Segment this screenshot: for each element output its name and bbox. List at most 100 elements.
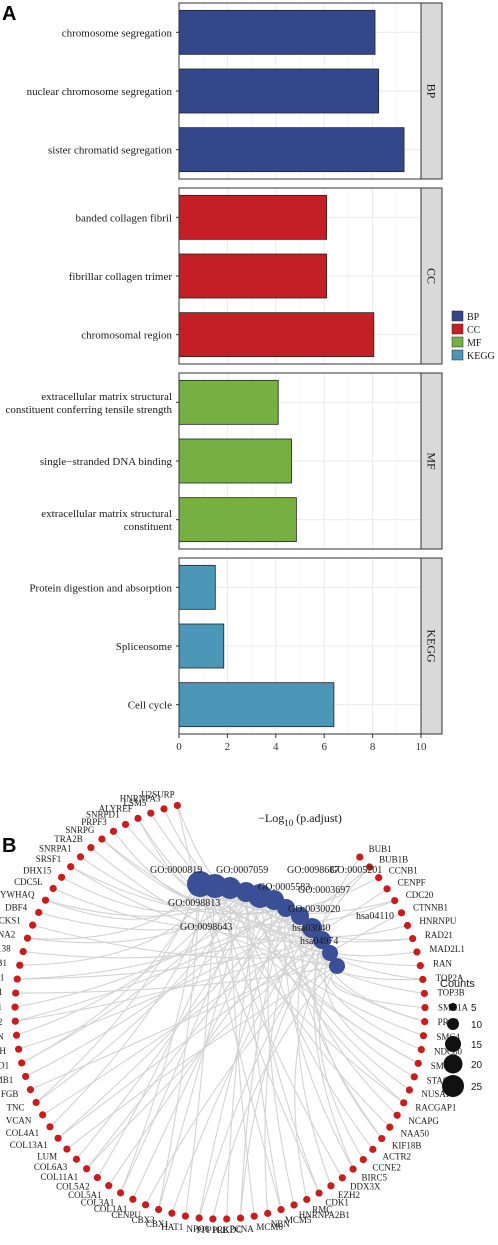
gene-node: [303, 1195, 311, 1204]
network-edge: [45, 883, 201, 920]
gene-label: NUCKS1: [0, 916, 21, 926]
gene-node: [223, 1215, 231, 1223]
gene-label: NCAPG: [408, 1116, 439, 1126]
network-edge: [294, 952, 331, 1200]
network-edge: [96, 887, 231, 1178]
gene-label: BUB1: [369, 844, 392, 854]
panel-a-letter: A: [2, 3, 16, 25]
bar-label-line: nuclear chromosome segregation: [27, 86, 173, 98]
bar-cc-2: [178, 312, 375, 358]
counts-legend-label: 25: [471, 1082, 483, 1093]
gene-label: SMC2: [431, 1061, 455, 1071]
legend-label-cc: CC: [467, 325, 481, 336]
bar-label: nuclear chromosome segregation: [27, 86, 173, 98]
gene-label: BIRC5: [362, 1172, 388, 1182]
gene-label: U2SURP: [141, 790, 175, 800]
network-edge: [42, 927, 313, 1116]
facet-strip: [420, 2, 443, 180]
bar-label-line: sister chromatid segregation: [48, 145, 173, 157]
facet-strip: [420, 187, 443, 365]
bar-bp-1: [178, 68, 380, 114]
gene-label: CCNB1: [389, 866, 418, 876]
gene-node: [356, 853, 364, 861]
gene-node: [409, 934, 417, 943]
gene-node: [16, 961, 24, 969]
gene-label: TOP3B: [437, 988, 464, 998]
gene-label: POSTN: [0, 1032, 4, 1042]
gene-node: [359, 1155, 367, 1164]
gene-label: NUSAP1: [421, 1089, 455, 1099]
gene-node: [338, 1174, 346, 1182]
term-node: [313, 931, 331, 949]
gene-label: EZH2: [338, 1190, 360, 1200]
gene-label: ACTR2: [383, 1152, 412, 1162]
gene-node: [12, 1031, 21, 1039]
x-tick-label: 6: [321, 741, 327, 753]
gene-label: COL5A2: [56, 1181, 90, 1191]
x-axis: 0 2 4 6 8 10: [176, 734, 427, 753]
term-nodes: GO:0000819 GO:0007059 GO:0098687GO:0005201…: [150, 865, 394, 974]
gene-node: [41, 896, 50, 904]
bar-chart-panel: chromosome segregation nuclear chromosome…: [6, 2, 443, 753]
gene-label: SNRPA1: [39, 844, 72, 854]
gene-label: MCM6: [256, 1222, 283, 1232]
term-label: GO:0003697: [298, 885, 350, 896]
network-edge: [86, 907, 287, 1170]
gene-label: CDC5L: [14, 877, 43, 887]
gene-node: [49, 884, 57, 893]
bar-cc-0: [178, 194, 328, 240]
gene-node: [400, 1099, 408, 1107]
gene-label: HNRNPA3: [120, 793, 161, 803]
bar-label-line: constituent conferring tensile strength: [6, 404, 173, 416]
gene-node: [209, 1215, 217, 1223]
gene-node: [32, 1098, 40, 1107]
network-edge: [199, 883, 405, 1104]
facet-mf: extracellular matrix structural constitue…: [6, 372, 443, 550]
bar-bp-2: [178, 127, 405, 173]
network-edge: [27, 883, 201, 940]
network-edge: [239, 907, 287, 1219]
term-node: [329, 958, 345, 974]
gene-label: COL3A1: [81, 1197, 115, 1207]
gene-node: [121, 820, 130, 829]
gene-node: [349, 1165, 357, 1173]
legend-key-bp: [451, 310, 464, 322]
x-tick-label: 8: [370, 741, 376, 753]
gene-label: PRPF3: [81, 817, 107, 827]
network-edge: [158, 891, 247, 1210]
gene-node: [26, 1086, 35, 1094]
gene-node: [57, 873, 66, 881]
gene-label: SMC4: [436, 1032, 460, 1042]
gene-label: SNRPG: [65, 825, 95, 835]
gene-node: [417, 1045, 425, 1054]
network-edge: [86, 939, 323, 1170]
gene-label: PCNA: [230, 1224, 255, 1234]
gene-label: CBX3: [132, 1215, 156, 1225]
facet-strip-label: KEGG: [425, 629, 439, 663]
network-edge: [284, 907, 354, 1170]
gene-label: SRSF1: [36, 854, 62, 864]
x-axis-title: −Log10 (p.adjust): [258, 811, 342, 828]
term-label: hsa04110: [356, 911, 394, 922]
term-label: GO:0005201: [330, 865, 382, 876]
gene-node: [420, 989, 428, 998]
bar-label: Cell cycle: [128, 700, 172, 712]
bar-label: chromosomal region: [81, 330, 172, 342]
network-edge: [212, 965, 338, 1220]
gene-node: [134, 814, 142, 822]
network-edge: [239, 939, 323, 1219]
gene-node: [236, 1214, 245, 1222]
gene-label: RAN: [433, 958, 453, 968]
term-label: GO:0005583: [258, 882, 310, 893]
gene-node: [105, 1182, 113, 1190]
bar-label-line: Spliceosome: [116, 641, 172, 653]
gene-node: [12, 989, 20, 997]
network-edge: [76, 895, 261, 1160]
term-label: GO:0098687: [287, 865, 339, 876]
counts-legend-dot: [443, 1054, 463, 1074]
gene-label: CENPF: [398, 877, 426, 887]
gene-node: [76, 853, 85, 861]
gene-node: [195, 1214, 203, 1222]
network-edge: [273, 899, 410, 1091]
